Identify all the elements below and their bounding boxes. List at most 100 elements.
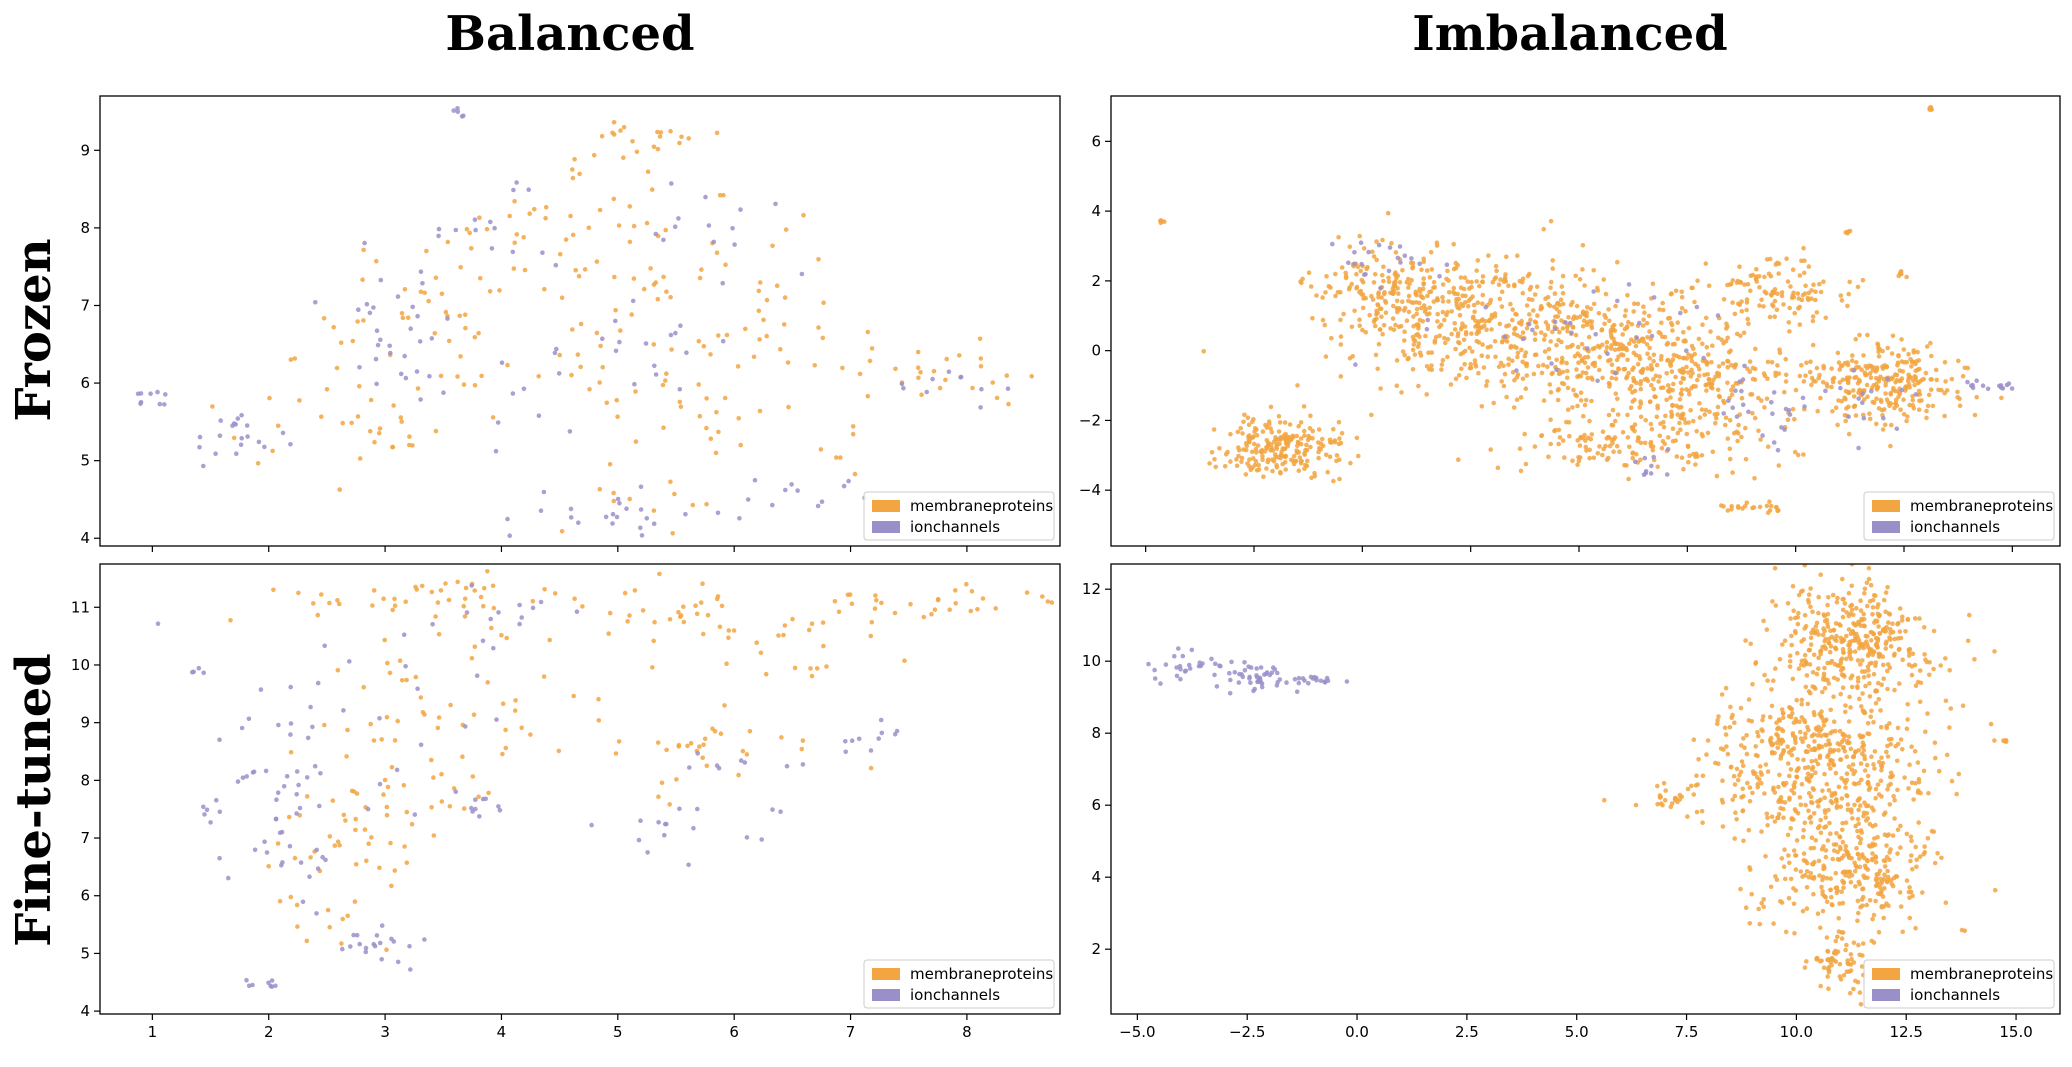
data-point — [1746, 718, 1752, 723]
data-point — [957, 353, 962, 358]
data-point — [1419, 305, 1424, 311]
data-point — [878, 717, 884, 723]
data-point — [1888, 637, 1893, 642]
data-point — [1821, 674, 1827, 679]
data-point — [1664, 397, 1669, 403]
data-point — [1636, 339, 1641, 344]
data-point — [1806, 808, 1811, 814]
y-tick-label: 9 — [80, 141, 90, 159]
data-point — [704, 425, 709, 431]
data-point — [1294, 689, 1300, 694]
data-point — [1866, 787, 1872, 792]
data-point — [1439, 362, 1445, 367]
data-point — [294, 811, 299, 816]
data-point — [1330, 241, 1335, 247]
data-point — [1853, 823, 1858, 829]
data-point — [1809, 767, 1815, 772]
data-point — [695, 806, 700, 812]
data-point — [1793, 853, 1798, 858]
data-point — [652, 619, 657, 625]
data-point — [1343, 275, 1349, 281]
data-point — [418, 397, 423, 402]
data-point — [467, 230, 473, 236]
data-point — [431, 833, 437, 838]
legend-swatch — [872, 989, 900, 1001]
data-point — [1651, 376, 1656, 382]
data-point — [1522, 431, 1527, 437]
data-point — [345, 913, 351, 919]
data-point — [651, 282, 657, 287]
data-point — [1724, 326, 1729, 331]
data-point — [474, 673, 480, 678]
data-point — [1833, 621, 1839, 626]
data-point — [1442, 317, 1447, 323]
data-point — [1820, 689, 1825, 695]
data-point — [1501, 383, 1507, 389]
data-point — [1671, 352, 1677, 358]
data-point — [700, 581, 705, 586]
data-point — [1269, 429, 1275, 435]
data-point — [1974, 394, 1979, 400]
data-point — [1917, 699, 1923, 705]
data-point — [1349, 281, 1354, 287]
data-point — [1675, 799, 1680, 805]
data-point — [1624, 347, 1630, 353]
data-point — [809, 673, 815, 679]
data-point — [1630, 450, 1636, 456]
data-point — [1304, 463, 1310, 469]
data-point — [355, 319, 360, 324]
data-point — [816, 325, 821, 330]
data-point — [1753, 752, 1759, 758]
data-point — [591, 152, 597, 158]
data-point — [1795, 621, 1801, 627]
legend-swatch — [1872, 500, 1900, 512]
data-point — [1747, 369, 1753, 375]
data-point — [460, 754, 465, 759]
data-point — [1764, 811, 1770, 817]
data-point — [1829, 384, 1834, 390]
data-point — [387, 343, 393, 349]
data-point — [1225, 449, 1230, 455]
data-point — [1897, 646, 1902, 652]
data-point — [1809, 382, 1814, 388]
data-point — [310, 724, 315, 730]
data-point — [1803, 373, 1808, 379]
data-point — [1799, 363, 1804, 368]
data-point — [1302, 451, 1307, 456]
data-point — [239, 725, 245, 731]
data-point — [1848, 705, 1853, 710]
data-point — [497, 288, 502, 293]
data-point — [1753, 661, 1758, 666]
data-point — [433, 428, 439, 434]
data-point — [538, 508, 544, 513]
data-point — [1771, 440, 1777, 445]
data-point — [1545, 364, 1550, 370]
data-point — [1943, 379, 1948, 384]
data-point — [1798, 869, 1804, 874]
data-point — [1927, 105, 1932, 111]
data-point — [337, 487, 343, 492]
data-point — [1608, 346, 1614, 351]
data-point — [391, 403, 396, 408]
data-point — [1669, 369, 1675, 374]
data-point — [1610, 407, 1616, 413]
x-tick-label: 1 — [148, 1023, 158, 1041]
data-point — [1880, 627, 1886, 633]
data-point — [1587, 447, 1592, 453]
data-point — [1901, 412, 1907, 417]
data-point — [1903, 388, 1908, 393]
data-point — [1550, 258, 1555, 263]
data-point — [836, 609, 842, 615]
data-point — [610, 521, 615, 526]
data-point — [1840, 930, 1846, 935]
data-point — [1811, 282, 1816, 288]
data-point — [262, 444, 267, 450]
data-point — [969, 589, 975, 594]
data-point — [1780, 728, 1786, 734]
data-point — [1928, 340, 1933, 346]
data-point — [1837, 974, 1843, 979]
data-point — [536, 413, 542, 419]
data-point — [1834, 831, 1839, 836]
data-point — [462, 312, 468, 318]
data-point — [1236, 447, 1242, 453]
